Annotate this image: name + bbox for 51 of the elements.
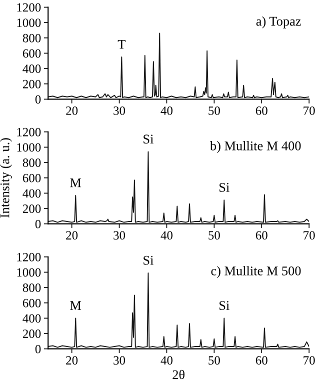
annotation: Si [144,134,154,144]
x-tick-label: 40 [160,231,172,240]
x-tick-label: 70 [304,106,315,115]
y-axis-title: Intensity (a. u.) [0,138,12,218]
x-tick-label: 30 [114,356,126,365]
y-tick-label: 800 [22,158,41,167]
x-tick-label: 20 [66,106,78,115]
text: c) Mullite M 500 [211,266,301,278]
y-tick-label: 200 [22,204,41,213]
y-tick-label: 1200 [17,252,41,262]
x-axis-title: 2θ [172,370,184,380]
x-tick-label: 50 [208,356,220,365]
annotation: Si [220,182,230,192]
x-tick-label: 50 [208,106,220,115]
x-tick-label: 70 [304,356,315,365]
y-tick-label: 400 [22,314,41,323]
y-tick-label: 0 [35,220,41,228]
y-tick-label: 200 [22,330,41,338]
text: a) Topaz [256,16,301,28]
x-tick-label: 30 [114,231,126,240]
annotation: M [70,178,82,188]
y-tick-label: 400 [22,64,41,73]
y-tick-label: 600 [22,49,41,58]
y-tick-label: 1000 [17,143,41,152]
y-tick-label: 800 [22,284,41,292]
x-tick-label: 70 [304,231,315,240]
x-tick-label: 40 [160,356,172,365]
y-tick-label: 1000 [17,268,41,277]
x-tick-label: 20 [66,231,78,240]
annotation: M [70,301,82,310]
annotation: Si [144,256,154,265]
annotation: Si [220,301,230,310]
y-tick-label: 0 [35,344,41,354]
x-tick-label: 50 [208,231,220,240]
y-tick-label: 1200 [17,3,41,12]
x-tick-label: 60 [256,106,268,115]
x-tick-label: 60 [256,356,268,365]
y-tick-label: 200 [22,80,41,88]
x-tick-label: 40 [160,106,172,115]
annotation: T [118,40,126,49]
text: b) Mullite M 400 [210,141,301,154]
y-tick-label: 0 [35,95,41,104]
y-tick-label: 1000 [17,18,41,28]
x-tick-label: 60 [256,231,268,240]
y-tick-label: 1200 [17,128,41,136]
y-tick-label: 600 [22,298,41,308]
y-tick-label: 800 [22,34,41,42]
x-tick-label: 30 [114,106,126,115]
y-tick-label: 600 [22,174,41,182]
y-tick-label: 400 [22,189,41,198]
x-tick-label: 20 [66,356,78,365]
